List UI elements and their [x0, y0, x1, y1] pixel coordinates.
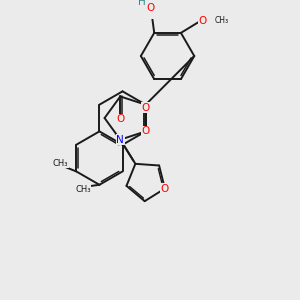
Text: O: O — [146, 3, 154, 14]
Text: N: N — [116, 135, 124, 145]
Text: O: O — [198, 16, 207, 26]
Text: CH₃: CH₃ — [53, 158, 68, 167]
Text: O: O — [142, 103, 150, 112]
Text: H: H — [138, 0, 146, 7]
Text: CH₃: CH₃ — [214, 16, 229, 25]
Text: O: O — [161, 184, 169, 194]
Text: O: O — [116, 115, 124, 124]
Text: CH₃: CH₃ — [75, 185, 91, 194]
Text: O: O — [142, 126, 150, 136]
